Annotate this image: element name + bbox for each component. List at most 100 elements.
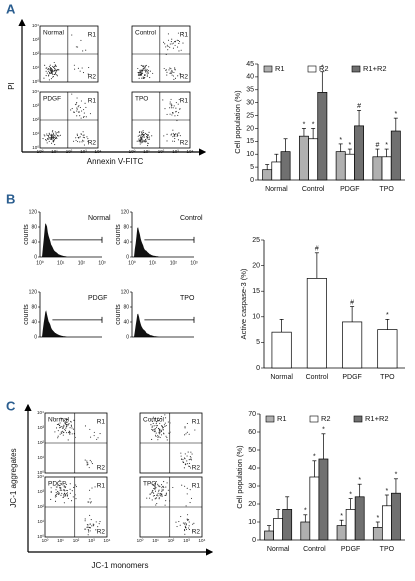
event-dot [165, 53, 167, 56]
event-dot [151, 428, 153, 430]
event-dot [67, 497, 69, 500]
event-dot [83, 116, 85, 118]
event-dot [151, 135, 153, 137]
y-tick-label: 10⁰ [32, 79, 39, 84]
event-dot [50, 490, 52, 492]
y-tick-label: 0 [34, 254, 37, 260]
event-dot [182, 522, 184, 524]
event-dot [176, 135, 178, 137]
event-dot [173, 134, 176, 136]
event-dot [153, 428, 155, 430]
event-dot [184, 522, 186, 524]
event-dot [51, 70, 53, 72]
event-dot [161, 484, 163, 486]
event-dot [191, 453, 193, 455]
gate-label: R2 [192, 529, 201, 536]
event-dot [79, 141, 81, 143]
event-dot [143, 65, 145, 67]
event-dot [141, 70, 143, 72]
event-dot [58, 132, 60, 134]
event-dot [187, 527, 190, 529]
event-dot [169, 422, 171, 424]
event-dot [174, 44, 176, 46]
event-dot [58, 135, 60, 137]
event-dot [54, 431, 56, 433]
event-dot [139, 131, 141, 133]
event-dot [141, 131, 143, 133]
event-dot [63, 493, 65, 495]
event-dot [71, 500, 73, 502]
event-dot [153, 487, 155, 490]
event-dot [175, 102, 177, 104]
event-dot [54, 64, 56, 66]
event-dot [174, 77, 177, 79]
event-dot [51, 72, 53, 74]
event-dot [79, 115, 81, 117]
event-dot [69, 492, 71, 494]
event-dot [142, 76, 144, 78]
event-dot [157, 434, 159, 436]
event-dot [169, 113, 171, 115]
event-dot [160, 493, 162, 495]
x-tick-label: 10³ [80, 149, 87, 154]
legend-label: R2 [321, 414, 331, 423]
event-dot [56, 138, 58, 140]
event-dot [85, 116, 87, 118]
event-dot [87, 73, 89, 75]
bar [273, 518, 284, 541]
event-dot [157, 483, 159, 485]
event-dot [50, 67, 52, 69]
event-dot [71, 425, 73, 427]
event-dot [60, 488, 62, 490]
event-dot [87, 463, 89, 466]
event-dot [151, 438, 153, 440]
gate-label: R1 [97, 483, 106, 490]
event-dot [51, 131, 53, 133]
bar [344, 153, 355, 181]
legend-swatch [263, 65, 273, 73]
event-dot [73, 111, 75, 113]
event-dot [94, 486, 96, 488]
event-dot [55, 70, 57, 72]
gate-label: R1 [180, 32, 189, 39]
event-dot [51, 138, 53, 140]
event-dot [50, 498, 52, 501]
event-dot [139, 70, 141, 72]
y-tick-label: 0 [250, 177, 254, 184]
event-dot [81, 139, 84, 141]
event-dot [67, 494, 69, 496]
event-dot [66, 432, 68, 434]
bar [300, 521, 311, 541]
event-dot [137, 135, 139, 137]
significance-mark: * [394, 111, 397, 118]
event-dot [165, 492, 167, 494]
event-dot [64, 495, 66, 497]
y-tick-label: 20 [246, 125, 254, 132]
y-tick-label: 60 [248, 429, 256, 436]
event-dot [82, 116, 85, 118]
event-dot [68, 423, 70, 425]
event-dot [154, 490, 157, 492]
event-dot [46, 72, 48, 74]
event-dot [82, 72, 85, 74]
event-dot [149, 493, 151, 495]
significance-mark: * [304, 508, 307, 515]
event-dot [63, 502, 65, 504]
event-dot [158, 430, 161, 432]
event-dot [186, 518, 188, 520]
x-tick-label: 10⁰ [37, 149, 44, 154]
event-dot [170, 134, 172, 136]
legend-swatch [265, 415, 275, 423]
event-dot [74, 68, 76, 70]
event-dot [149, 70, 151, 72]
event-dot [155, 434, 157, 436]
event-dot [48, 135, 50, 137]
event-dot [146, 74, 148, 76]
bar [262, 169, 273, 181]
event-dot [189, 456, 191, 458]
event-dot [152, 484, 154, 486]
event-dot [155, 424, 157, 426]
event-dot [157, 492, 159, 494]
event-dot [139, 139, 141, 142]
